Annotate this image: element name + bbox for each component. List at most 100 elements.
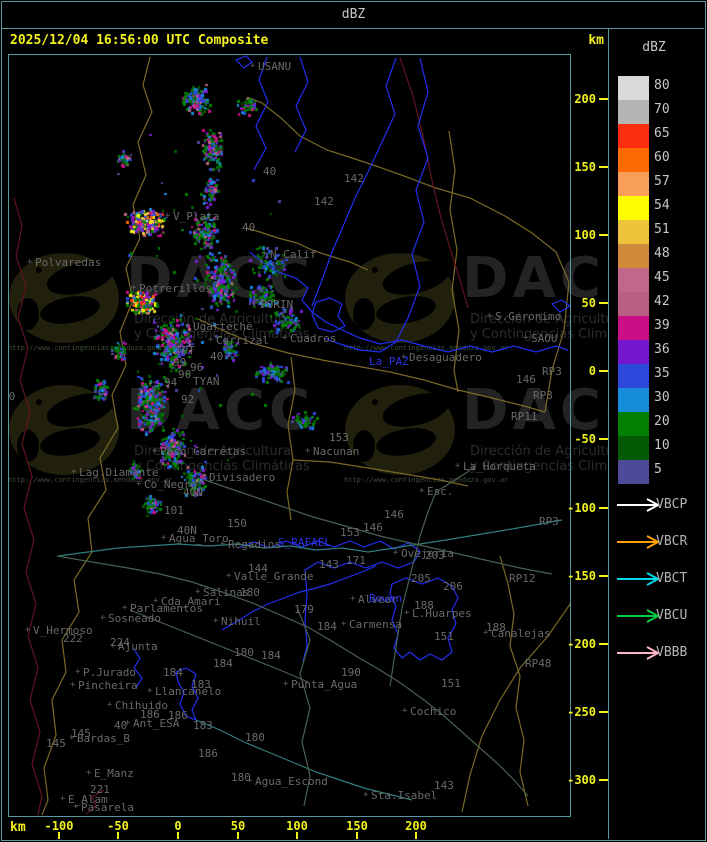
station-marker-icon: + [70,680,76,690]
map-label: 171 [346,554,366,567]
map-label: 205 [411,572,431,585]
map-label: Nihuil [221,615,261,628]
map-label: S_RAFAEL [278,536,331,549]
station-marker-icon: + [483,628,489,638]
map-label: 186 [198,747,218,760]
map-label: Bardas_B [77,732,130,745]
map-label: 184 [163,666,183,679]
map-label: 180 [234,646,254,659]
map-label: Punta_Agua [291,678,358,691]
map-label: 183 [193,719,213,732]
map-label: Regadios [228,538,281,551]
station-marker-icon: + [136,479,142,489]
map-label: 145 [46,737,66,750]
station-marker-icon: + [404,608,410,618]
map-label: Bowen [369,592,403,605]
station-marker-icon: + [69,733,75,743]
map-label: Co_Negro [144,478,197,491]
x-axis-unit-label: km [10,820,26,835]
station-marker-icon: + [393,548,399,558]
station-marker-icon: + [125,718,131,728]
map-label: P.Jurado [83,666,136,679]
station-marker-icon: + [213,616,219,626]
map-label: 144 [248,562,268,575]
map-label: Canalejas [491,627,551,640]
map-label: 221 [90,783,110,796]
station-marker-icon: + [201,472,207,482]
station-marker-icon: + [419,486,425,496]
map-label: 186 [140,708,160,721]
map-label: 150 [227,517,247,530]
map-label: 203 [425,549,445,562]
station-marker-icon: + [153,596,159,606]
station-marker-icon: + [252,299,258,309]
window-title: dBZ [341,7,366,22]
map-label: TYAN [193,375,220,388]
map-label: 184 [261,649,281,662]
map-label: 206 [443,580,463,593]
station-marker-icon: + [402,706,408,716]
station-marker-icon: + [75,667,81,677]
titlebar-divider [1,28,704,29]
map-label: Carmensa [349,618,402,631]
station-marker-icon: + [262,249,268,259]
station-marker-icon: + [220,539,226,549]
station-marker-icon: + [283,679,289,689]
map-label: 40 [242,221,256,234]
map-label: 153 [329,431,349,444]
map-label: 186 [168,709,188,722]
map-label: 142 [344,172,364,185]
map-label: 188 [486,621,506,634]
map-label: 40 [263,165,277,178]
station-marker-icon: + [27,257,33,267]
map-label: Nacunan [313,445,360,458]
map-label: Ant_ESA [133,717,180,730]
map-label: 184 [317,620,337,633]
station-marker-icon: + [71,467,77,477]
map-label: 101 [164,504,184,517]
map-label: Uilun [233,45,267,58]
station-marker-icon: + [350,594,356,604]
map-label: 188 [414,599,434,612]
map-label: 99 [173,356,187,369]
map-label: Ajunta [118,640,158,653]
station-marker-icon: + [100,613,106,623]
map-label: SAOU [531,332,558,345]
map-label: E_Alam [68,793,108,806]
map-label: N_Calif [270,248,317,261]
station-marker-icon: + [247,776,253,786]
map-label: Ugarteche [193,320,253,333]
map-label: S.Geronimo [495,310,562,323]
map-label: 40 [210,350,224,363]
map-label: 183 [191,678,211,691]
map-label: Polvaredas [35,256,102,269]
station-marker-icon: + [282,333,288,343]
timestamp-label: 2025/12/04 16:56:00 UTC Composite [10,33,269,48]
map-label: E_Manz [94,767,134,780]
map-label: 143 [319,558,339,571]
map-label: Carrizal [216,334,269,347]
map-label: Agua_Escond [255,775,328,788]
station-marker-icon: + [25,625,31,635]
station-marker-icon: + [107,700,113,710]
map-label: 151 [434,630,454,643]
map-label: Sta.Isabel [371,789,438,802]
map-label: Paso_Carretas [160,445,247,458]
map-label: La_Horqueta [463,460,536,473]
station-marker-icon: + [185,321,191,331]
station-marker-icon: + [110,641,116,651]
station-marker-icon: + [60,794,66,804]
map-label: TPT [175,344,195,357]
map-label: Cda_Amari [161,595,221,608]
map-label: 180 [231,771,251,784]
map-label: Desaguadero [409,351,482,364]
y-axis-unit-label: km [588,33,604,48]
map-label: Parlamentos [130,602,203,615]
station-marker-icon: + [341,619,347,629]
map-label: 96 [190,361,204,374]
map-label: Esc. [427,485,454,498]
map-label: 142 [314,195,334,208]
map-label: V_Plata [173,210,220,223]
